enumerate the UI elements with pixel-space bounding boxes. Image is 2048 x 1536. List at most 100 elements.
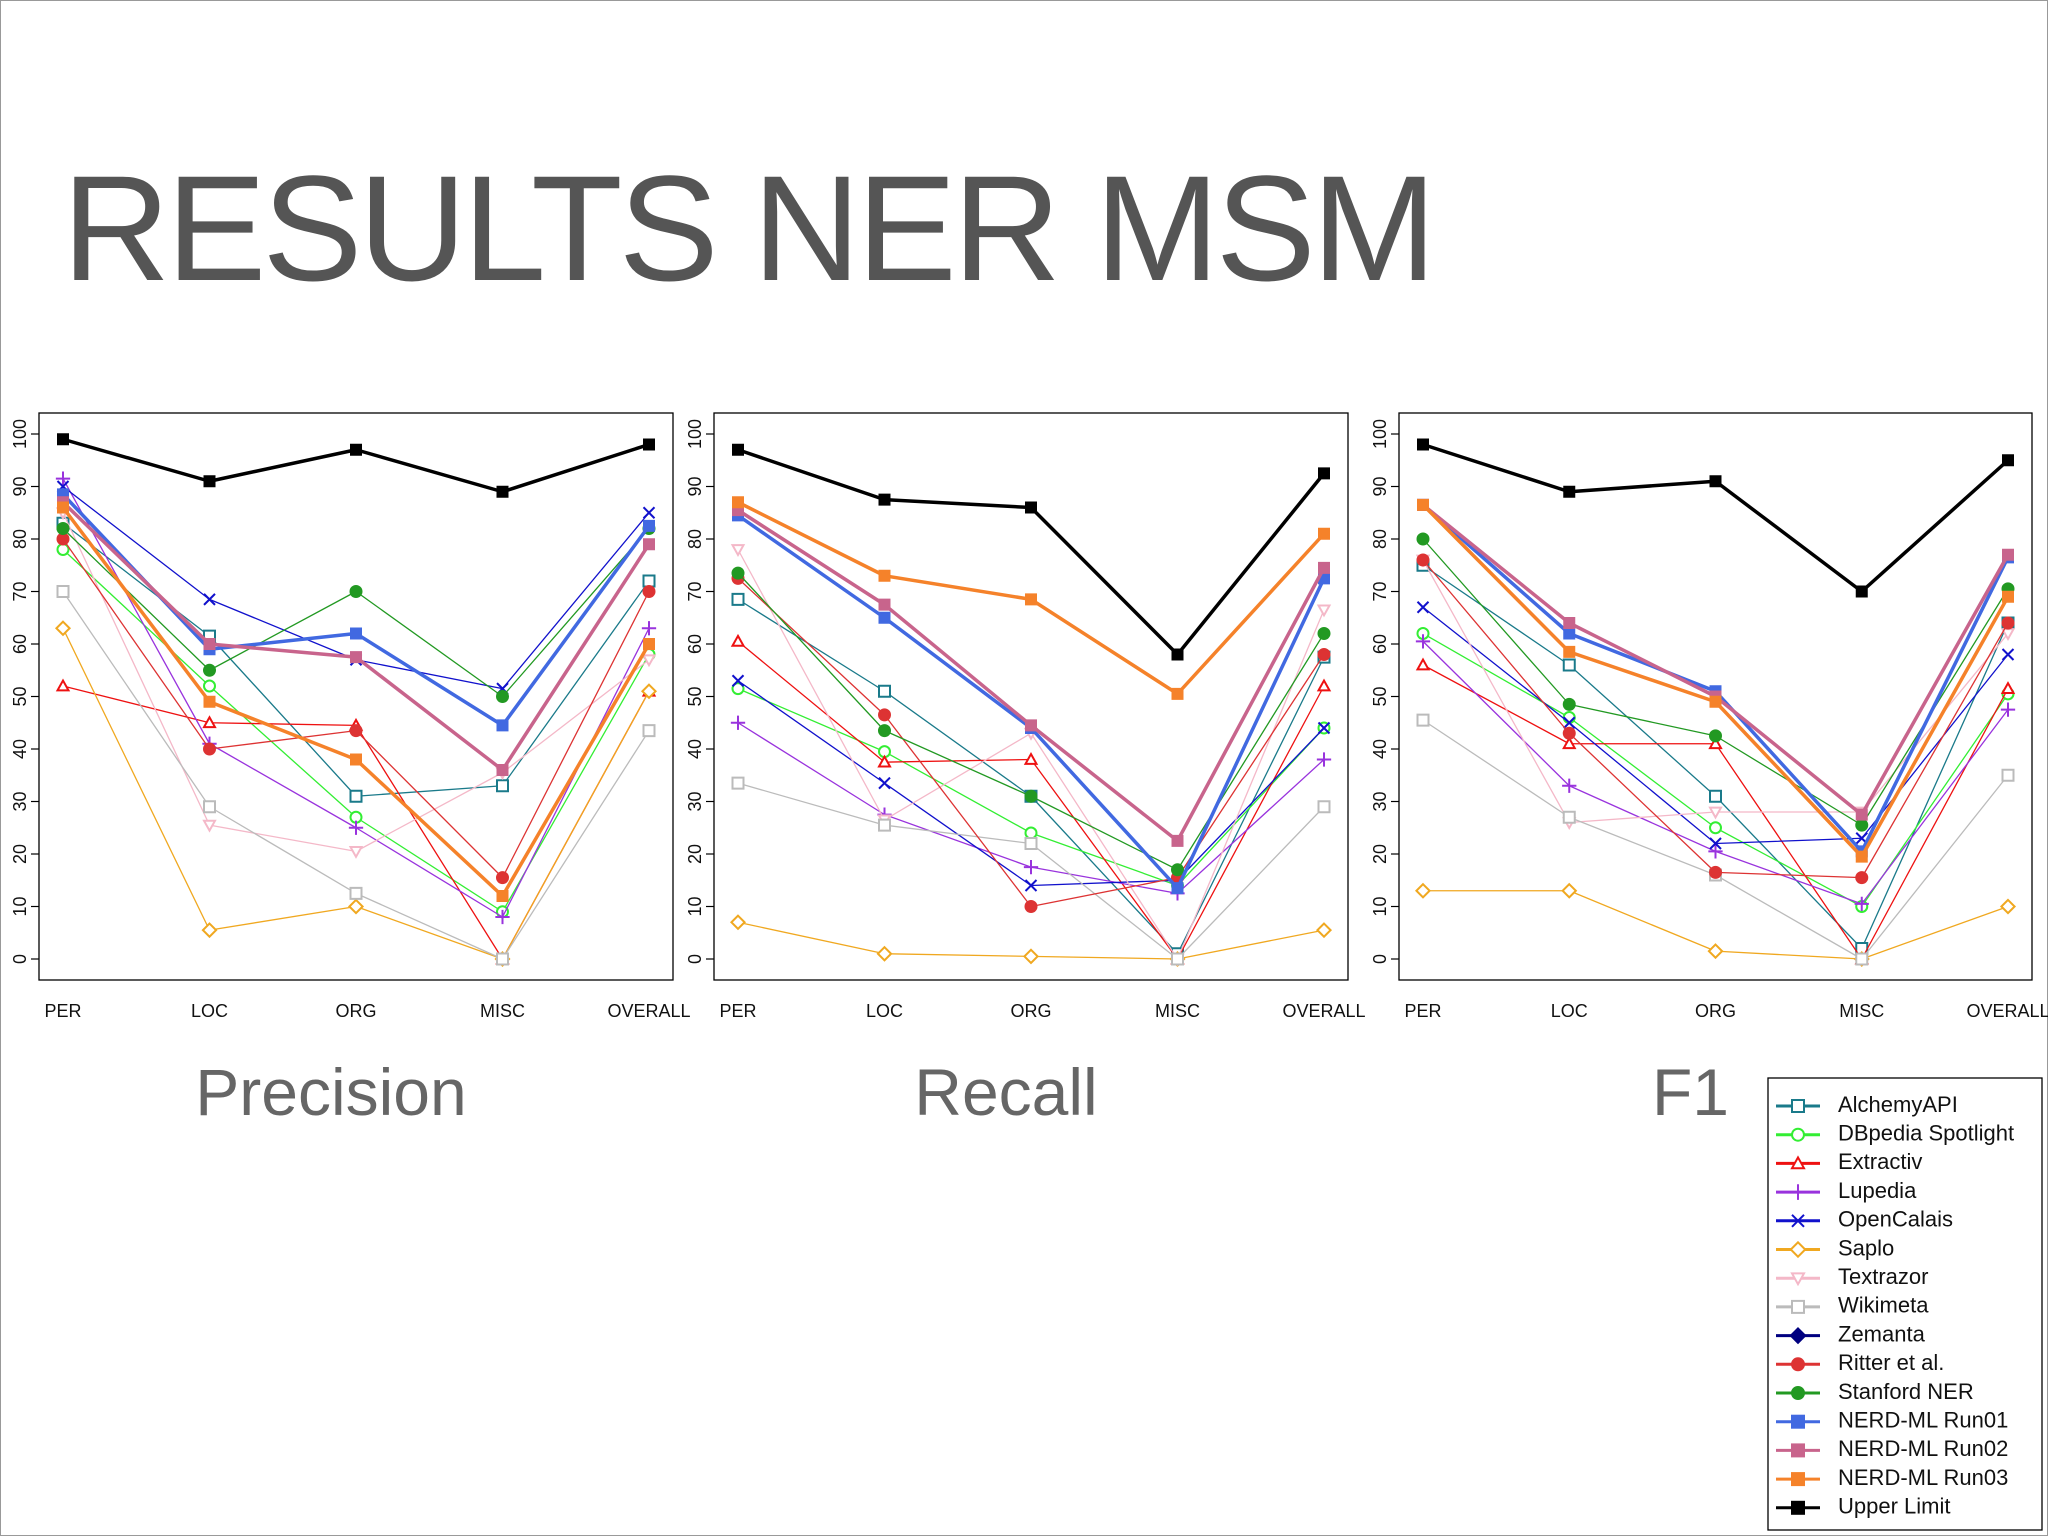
marker [1318, 467, 1330, 480]
marker [1562, 658, 1576, 672]
marker [1855, 871, 1869, 885]
marker [203, 475, 216, 488]
marker [643, 538, 655, 551]
marker [878, 724, 891, 738]
y-tick-label: 90 [10, 476, 30, 496]
marker [1171, 687, 1184, 700]
marker [496, 690, 509, 703]
marker [878, 708, 891, 722]
marker [1562, 726, 1576, 740]
y-tick-label: 20 [10, 844, 30, 864]
marker [1317, 648, 1331, 661]
marker [878, 611, 891, 624]
marker [640, 683, 658, 700]
y-tick-label: 100 [10, 419, 30, 449]
marker [1791, 1472, 1805, 1487]
marker [1562, 778, 1577, 793]
legend-label: NERD-ML Run02 [1838, 1436, 2008, 1461]
marker [1707, 943, 1724, 960]
marker [1318, 561, 1330, 574]
marker [641, 621, 657, 636]
marker [203, 638, 216, 650]
marker [349, 789, 363, 803]
marker [1171, 952, 1184, 966]
slide-title: RESULTS NER MSM [62, 144, 1433, 312]
marker [1708, 844, 1723, 859]
marker [730, 544, 746, 558]
y-tick-label: 40 [685, 739, 705, 759]
marker [1316, 752, 1332, 767]
marker [202, 819, 217, 833]
marker [1709, 821, 1722, 835]
y-tick-label: 90 [1370, 476, 1390, 496]
marker [2000, 681, 2016, 695]
y-tick-label: 10 [10, 896, 30, 916]
marker [1414, 882, 1432, 899]
marker [1708, 736, 1723, 750]
marker [350, 443, 362, 456]
marker [2002, 454, 2014, 467]
marker [878, 598, 891, 611]
marker [1316, 678, 1332, 692]
marker [1317, 800, 1331, 814]
marker [1415, 657, 1431, 671]
marker [1790, 1155, 1806, 1170]
legend-label: NERD-ML Run03 [1838, 1465, 2008, 1490]
y-tick-label: 30 [10, 791, 30, 811]
marker [878, 569, 891, 582]
y-tick-label: 80 [1370, 529, 1390, 549]
y-tick-label: 30 [685, 791, 705, 811]
marker [1789, 1326, 1807, 1345]
legend-label: Extractiv [1838, 1149, 1922, 1174]
marker [203, 679, 216, 693]
marker [1561, 882, 1578, 899]
marker [2000, 702, 2016, 717]
marker [1791, 1357, 1805, 1372]
marker [1318, 527, 1330, 540]
marker [1023, 859, 1039, 875]
y-tick-label: 10 [1370, 896, 1390, 916]
marker [1854, 896, 1869, 912]
marker [1791, 1099, 1805, 1113]
marker [642, 585, 656, 598]
legend-label: OpenCalais [1838, 1207, 1953, 1232]
marker [878, 684, 891, 698]
marker [203, 593, 216, 606]
marker [877, 754, 892, 768]
marker [350, 651, 362, 664]
marker [729, 914, 747, 931]
marker [1562, 810, 1576, 824]
marker [1855, 808, 1868, 821]
marker [2002, 548, 2014, 561]
y-tick-label: 80 [685, 529, 705, 549]
marker [496, 719, 509, 732]
marker [1709, 695, 1722, 708]
marker [643, 638, 655, 650]
marker [1709, 789, 1722, 803]
panel-title: Recall [914, 1055, 1097, 1129]
y-tick-label: 70 [1370, 581, 1390, 601]
marker [1708, 806, 1723, 820]
marker [1563, 485, 1576, 498]
y-tick-label: 50 [685, 686, 705, 706]
marker [56, 532, 70, 546]
marker [1709, 729, 1722, 743]
y-tick-label: 0 [685, 954, 705, 964]
x-tick-label: PER [44, 1001, 81, 1021]
marker [1317, 721, 1331, 735]
y-tick-label: 30 [1370, 791, 1390, 811]
marker [1791, 1414, 1805, 1429]
marker [1024, 837, 1038, 850]
marker [496, 779, 509, 793]
marker [203, 800, 216, 814]
legend-label: AlchemyAPI [1838, 1092, 1958, 1117]
marker [1171, 648, 1184, 661]
marker [731, 566, 745, 580]
x-tick-label: PER [1404, 1001, 1441, 1021]
x-tick-label: LOC [191, 1001, 228, 1021]
marker [1562, 736, 1577, 750]
legend-label: Saplo [1838, 1235, 1894, 1260]
legend-box [1767, 1077, 2043, 1531]
marker [1709, 837, 1722, 850]
marker [203, 663, 216, 677]
